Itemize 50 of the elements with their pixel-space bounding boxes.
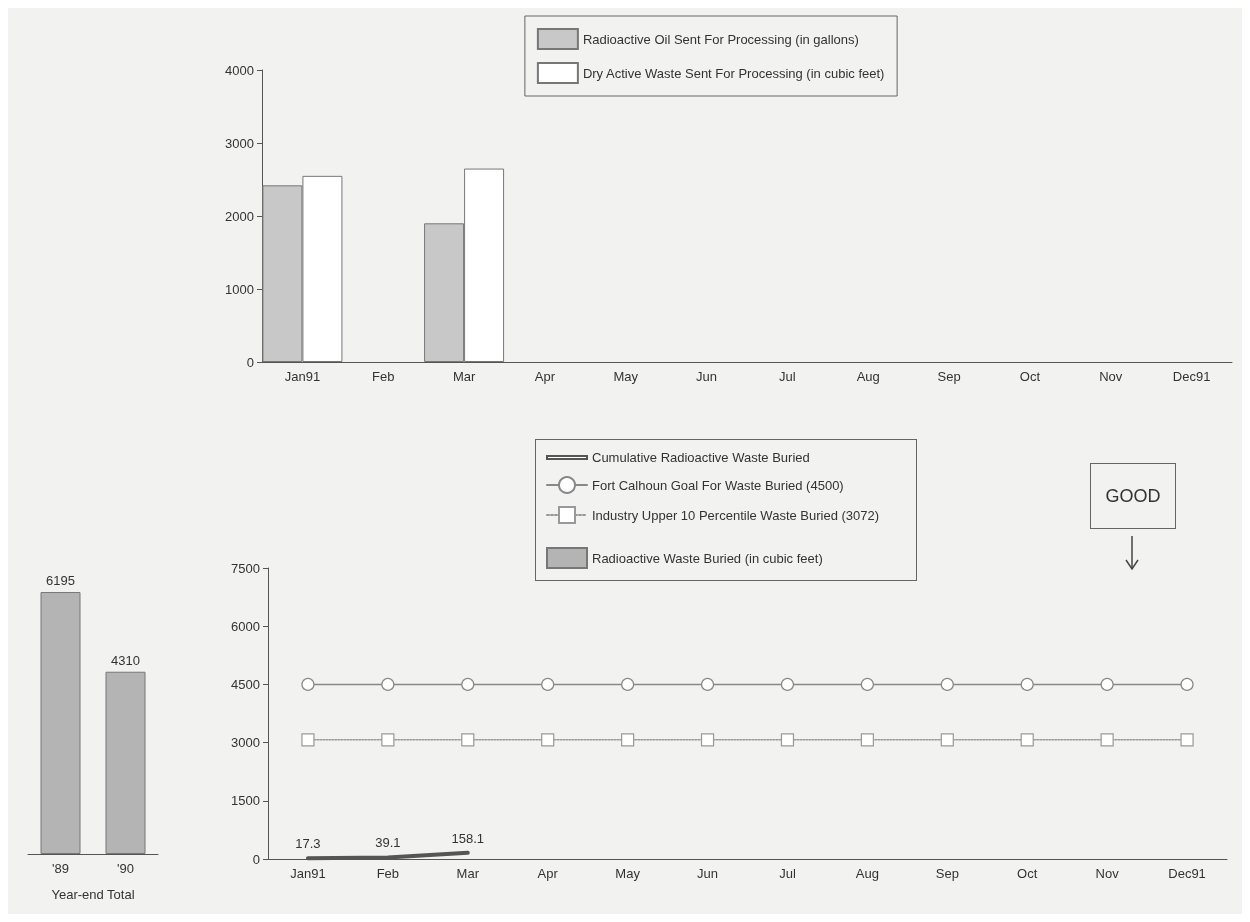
x-tick-label: Aug bbox=[855, 866, 879, 881]
data-label: 6195 bbox=[46, 573, 75, 589]
x-tick-label: Mar bbox=[452, 369, 476, 384]
y-tick-label: 3000 bbox=[225, 135, 254, 151]
x-tick-label: Dec91 bbox=[1168, 866, 1206, 881]
data-label: 158.1 bbox=[451, 830, 485, 846]
legend-label: Industry Upper 10 Percentile Waste Buried (3072) bbox=[592, 507, 880, 523]
y-tick-label: 0 bbox=[246, 354, 254, 370]
x-tick-label: Jun bbox=[696, 369, 718, 384]
data-label: 39.1 bbox=[375, 835, 401, 851]
x-tick-label: Oct bbox=[1019, 369, 1041, 384]
y-tick-label: 1000 bbox=[225, 281, 254, 297]
x-tick-label: May bbox=[615, 866, 641, 881]
data-label: 4310 bbox=[111, 652, 140, 668]
y-tick-label: 2000 bbox=[225, 208, 254, 224]
y-tick-label: 7500 bbox=[231, 560, 260, 576]
x-tick-label: Aug bbox=[856, 369, 880, 384]
x-tick-label: Oct bbox=[1017, 866, 1038, 881]
text: GOOD bbox=[1090, 463, 1176, 529]
x-tick-label: Feb bbox=[376, 866, 400, 881]
y-tick-label: 0 bbox=[252, 851, 260, 867]
y-tick-label: 4000 bbox=[225, 62, 254, 78]
x-tick-label: May bbox=[613, 369, 639, 384]
legend-label: Dry Active Waste Sent For Processing (in cubic feet) bbox=[582, 65, 885, 81]
x-tick-label: Sep bbox=[935, 866, 959, 881]
x-tick-label: Feb bbox=[372, 369, 395, 384]
y-tick-label: 1500 bbox=[231, 793, 260, 809]
y-tick-label: 4500 bbox=[231, 676, 260, 692]
x-tick-label: Apr bbox=[534, 369, 556, 384]
data-label: 17.3 bbox=[295, 836, 321, 852]
legend-label: Radioactive Waste Buried (in cubic feet) bbox=[592, 550, 823, 566]
x-tick-label: '90 bbox=[117, 861, 134, 876]
legend-label: Fort Calhoun Goal For Waste Buried (4500) bbox=[592, 477, 844, 493]
legend-label: Cumulative Radioactive Waste Buried bbox=[592, 450, 810, 465]
x-tick-label: Sep bbox=[937, 369, 961, 384]
x-axis-title: Year-end Total bbox=[51, 887, 135, 902]
x-tick-label: Jul bbox=[779, 866, 796, 881]
x-tick-label: Jul bbox=[779, 369, 796, 384]
x-tick-label: Jun bbox=[697, 866, 719, 881]
y-tick-label: 3000 bbox=[231, 735, 260, 751]
x-tick-label: Dec91 bbox=[1172, 369, 1211, 384]
x-tick-label: Jan91 bbox=[284, 369, 321, 384]
x-tick-label: Nov bbox=[1099, 369, 1123, 384]
legend-label: Radioactive Oil Sent For Processing (in gallons) bbox=[582, 31, 859, 47]
x-tick-label: Apr bbox=[537, 866, 559, 881]
x-tick-label: Nov bbox=[1095, 866, 1120, 881]
x-tick-label: '89 bbox=[52, 861, 69, 876]
x-tick-label: Jan91 bbox=[290, 866, 326, 881]
x-tick-label: Mar bbox=[456, 866, 480, 881]
y-tick-label: 6000 bbox=[231, 618, 260, 634]
